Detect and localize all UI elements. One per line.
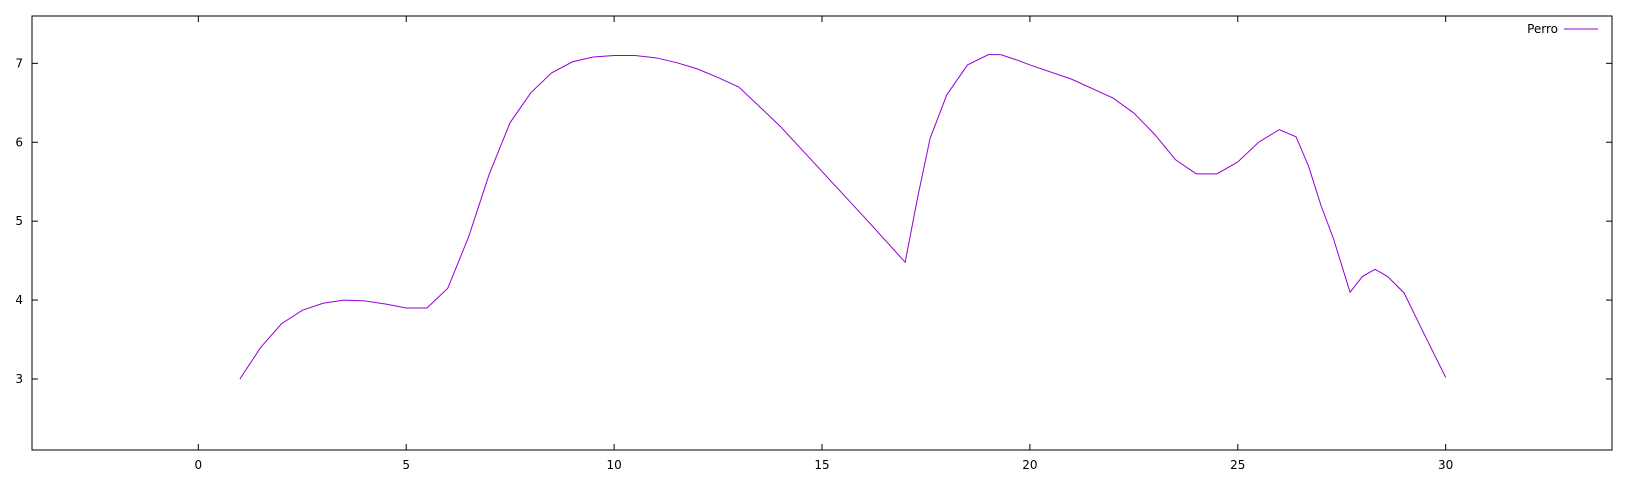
plot-frame <box>31 15 1613 451</box>
y-tick-label: 7 <box>15 56 23 70</box>
x-tick-label: 25 <box>1230 458 1245 472</box>
x-tick-label: 20 <box>1022 458 1037 472</box>
x-tick-label: 30 <box>1438 458 1453 472</box>
y-tick-label: 5 <box>15 214 23 228</box>
y-tick-label: 4 <box>15 293 23 307</box>
x-axis: 0 5 10 15 20 25 30 <box>194 16 1453 472</box>
x-tick-label: 0 <box>194 458 202 472</box>
y-axis: 3 4 5 6 7 <box>15 56 1612 386</box>
y-tick-label: 3 <box>15 372 23 386</box>
series-line-perro <box>239 54 1447 380</box>
legend: Perro <box>1527 22 1598 36</box>
x-tick-label: 5 <box>402 458 410 472</box>
x-tick-label: 15 <box>814 458 829 472</box>
legend-label-perro: Perro <box>1527 22 1558 36</box>
y-tick-label: 6 <box>15 135 23 149</box>
x-tick-label: 10 <box>606 458 621 472</box>
